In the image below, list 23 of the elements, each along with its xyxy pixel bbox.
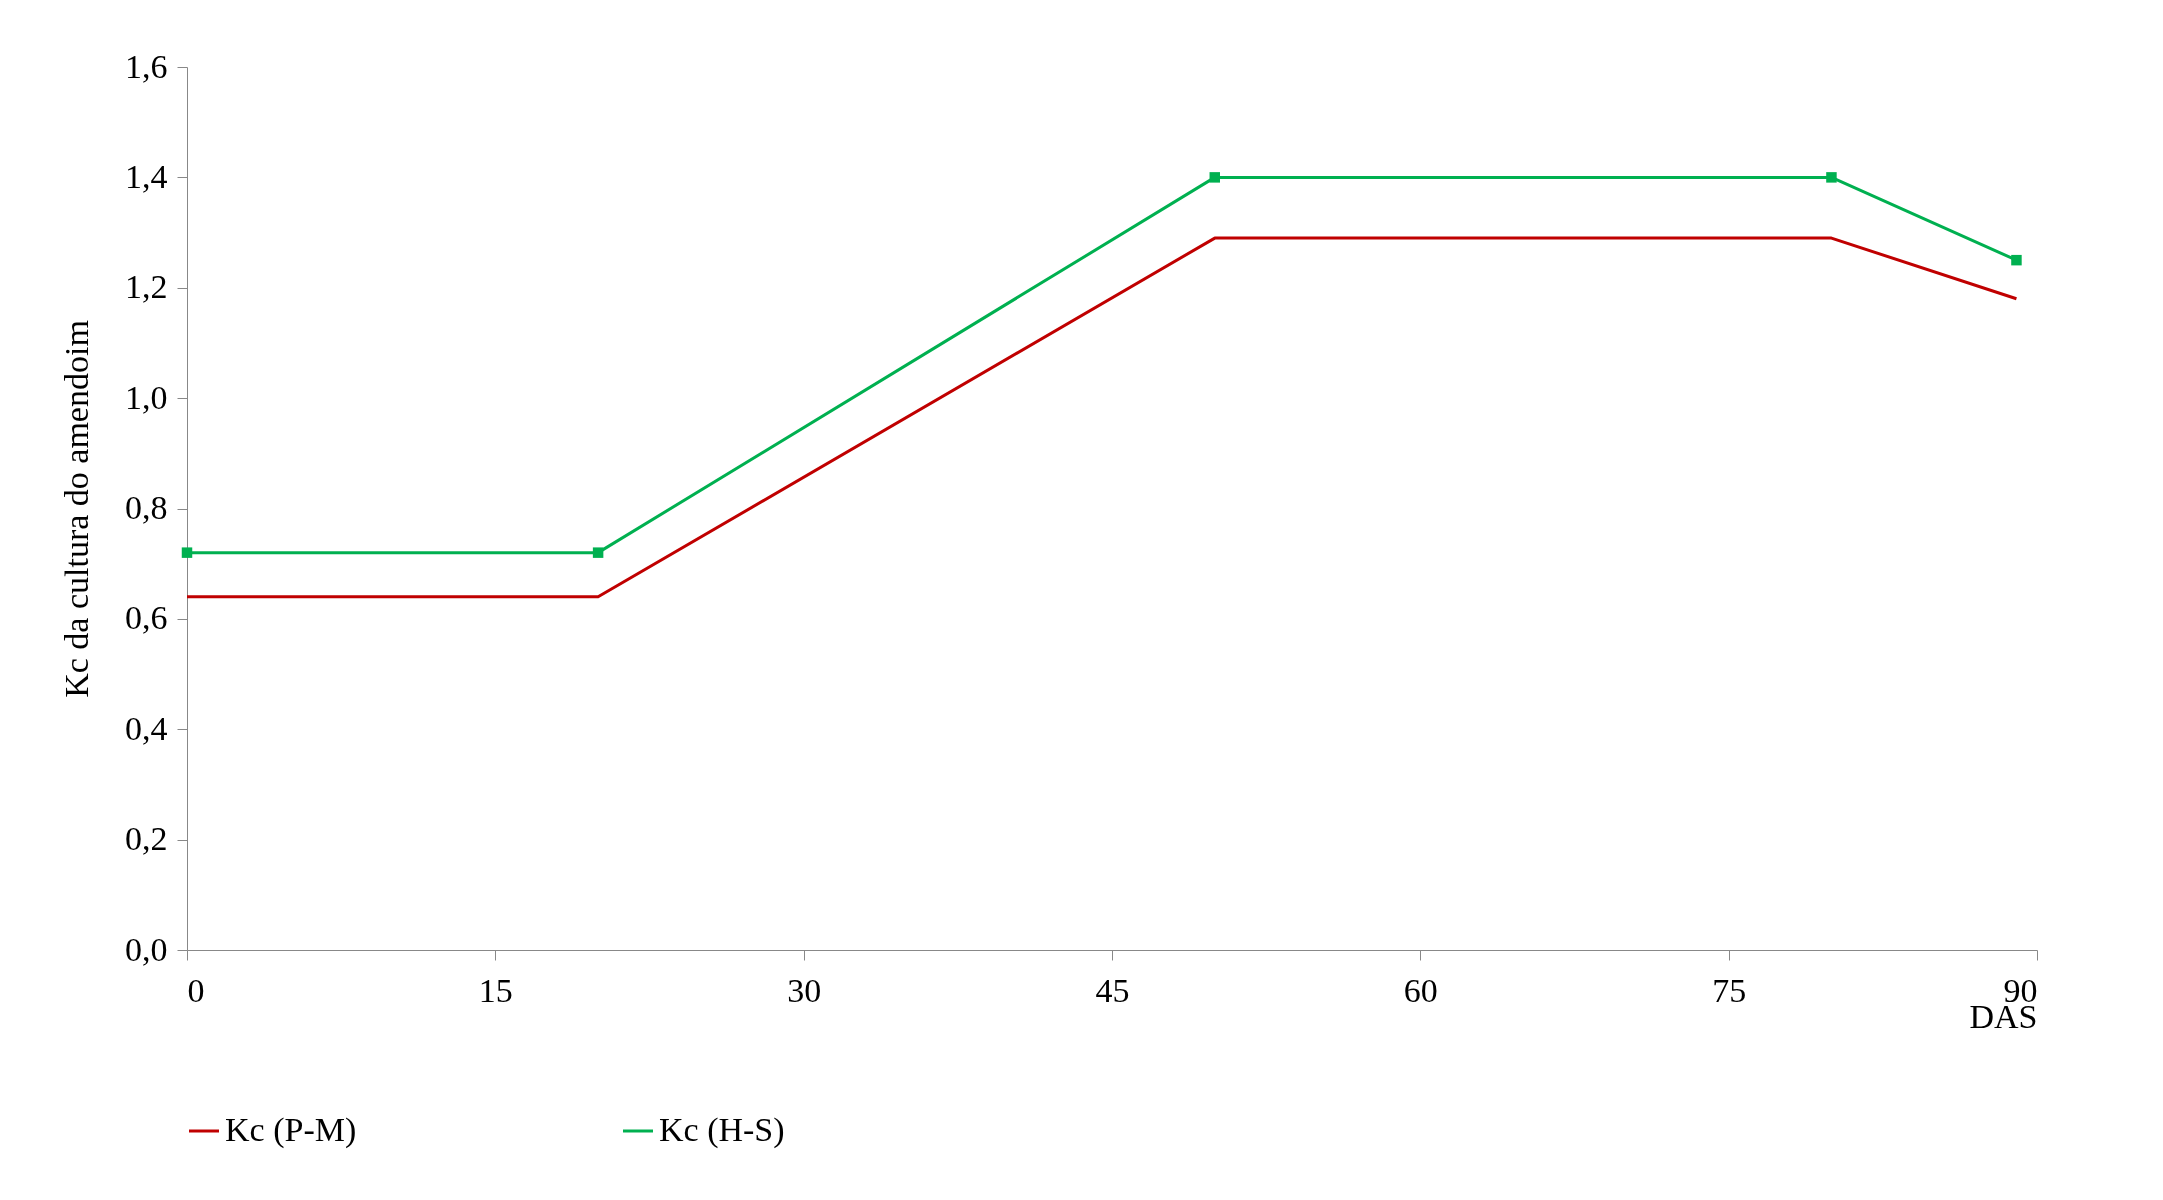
legend-label: Kc (P-M) — [225, 1111, 357, 1149]
y-tick-label: 1,4 — [125, 157, 168, 195]
point — [1209, 172, 1221, 183]
x-tick-label: 45 — [1095, 971, 1130, 1009]
x-tick-label: 30 — [787, 971, 822, 1009]
point — [2011, 254, 2022, 266]
y-tick-label: 0,4 — [125, 709, 168, 747]
y-tick-label: 1,6 — [125, 47, 168, 85]
point — [592, 547, 604, 558]
y-tick-label: 0,2 — [125, 820, 168, 858]
point — [1826, 172, 1837, 183]
legend-label: Kc (H-S) — [659, 1111, 785, 1149]
y-axis-title: Kc da cultura do amendoim — [58, 320, 95, 698]
y-tick-label: 1,0 — [125, 378, 168, 416]
x-tick-label: 75 — [1712, 971, 1747, 1009]
y-tick-label: 1,2 — [125, 268, 168, 306]
y-tick-label: 0,6 — [125, 599, 168, 637]
x-tick-label: 0 — [187, 971, 205, 1009]
y-tick-label: 0,0 — [125, 930, 168, 968]
x-tick-label: 15 — [478, 971, 513, 1009]
point — [181, 547, 193, 558]
y-tick-label: 0,8 — [125, 489, 168, 526]
x-tick-label: 60 — [1403, 971, 1438, 1009]
